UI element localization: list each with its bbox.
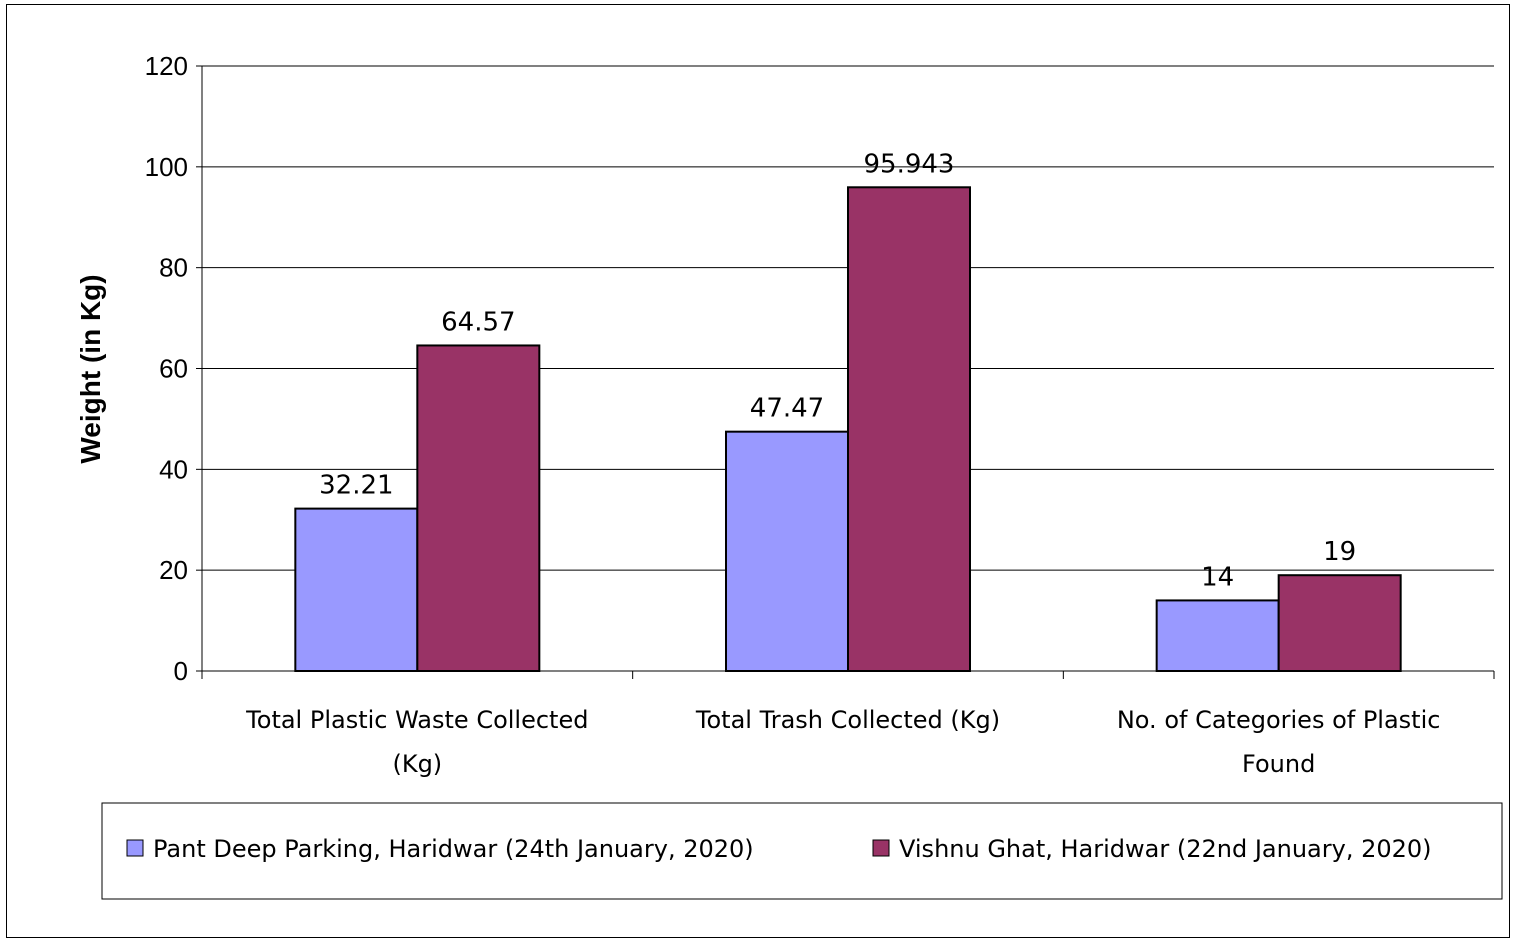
y-tick-label: 100 — [145, 152, 188, 182]
data-label: 47.47 — [750, 394, 824, 424]
legend-box — [101, 802, 1503, 900]
data-labels: 32.21 64.57 47.47 95.943 14 19 — [319, 149, 1356, 592]
chart-frame: 0 20 40 60 80 100 120 Total Plastic Waste Colle… — [6, 4, 1510, 938]
bar-chart: 0 20 40 60 80 100 120 Total Plastic Waste Colle… — [75, 51, 1503, 900]
bar — [725, 430, 849, 672]
y-tick-label: 60 — [159, 354, 188, 384]
data-label: 95.943 — [864, 149, 955, 179]
legend-label: Vishnu Ghat, Haridwar (22nd January, 202… — [899, 835, 1432, 863]
bar — [294, 507, 419, 672]
bar — [416, 344, 541, 672]
x-category-label: Total Trash Collected (Kg) — [695, 706, 1000, 734]
data-label: 32.21 — [319, 471, 393, 501]
y-tick-label: 120 — [145, 51, 188, 81]
y-tick-label: 40 — [159, 454, 188, 484]
y-tick-label: 80 — [159, 253, 188, 283]
data-label: 14 — [1201, 562, 1234, 592]
y-axis-title: Weight (in Kg) — [75, 274, 106, 463]
data-label: 64.57 — [441, 307, 515, 337]
x-category-label: Found — [1242, 750, 1315, 778]
legend-swatch — [126, 839, 144, 857]
bar — [1155, 599, 1280, 673]
bars — [294, 186, 1402, 673]
legend-swatch — [872, 839, 890, 857]
y-tick-label: 0 — [174, 656, 188, 686]
x-category-label: No. of Categories of Plastic — [1117, 706, 1441, 734]
x-category-label: (Kg) — [392, 750, 442, 778]
axes: 0 20 40 60 80 100 120 Total Plastic Waste Colle… — [145, 51, 1495, 778]
y-tick-label: 20 — [159, 555, 188, 585]
x-category-label: Total Plastic Waste Collected — [245, 706, 588, 734]
bar — [847, 186, 971, 672]
bar — [1277, 574, 1402, 672]
legend-label: Pant Deep Parking, Haridwar (24th Januar… — [153, 835, 754, 863]
data-label: 19 — [1323, 537, 1356, 567]
legend: Pant Deep Parking, Haridwar (24th Januar… — [101, 802, 1503, 900]
